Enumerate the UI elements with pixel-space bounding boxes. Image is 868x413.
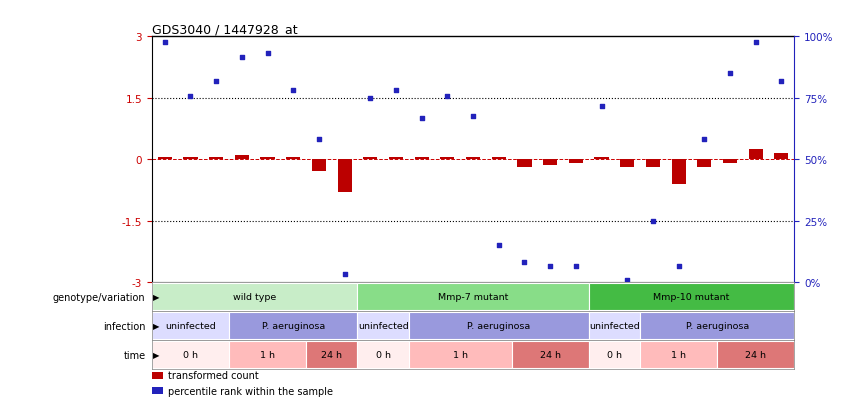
Text: wild type: wild type (233, 292, 276, 301)
Point (697, 136, 711, 142)
Bar (306, 342, 358, 368)
Bar (389, 158, 403, 160)
Text: 0 h: 0 h (607, 350, 621, 359)
Bar (286, 158, 300, 160)
Bar (466, 158, 480, 160)
Bar (409, 342, 511, 368)
Text: 1 h: 1 h (260, 350, 275, 359)
Bar (152, 284, 358, 310)
Point (158, 40, 172, 47)
Bar (589, 284, 794, 310)
Bar (748, 150, 763, 160)
Bar (589, 313, 640, 339)
Bar (569, 160, 583, 164)
Bar (640, 342, 717, 368)
Bar (595, 158, 608, 160)
Bar (209, 158, 223, 160)
Point (517, 259, 531, 265)
Point (183, 93, 197, 100)
Text: uninfected: uninfected (165, 321, 216, 330)
Text: 24 h: 24 h (321, 350, 342, 359)
Point (260, 50, 274, 57)
Point (440, 93, 454, 100)
Point (569, 263, 582, 269)
Bar (620, 160, 635, 168)
Bar (234, 156, 249, 160)
Bar (543, 160, 557, 166)
Text: P. aeruginosa: P. aeruginosa (686, 321, 749, 330)
Bar (260, 158, 274, 160)
Point (646, 218, 660, 224)
Point (543, 263, 557, 269)
Bar (640, 313, 794, 339)
Bar (774, 154, 788, 160)
Bar (491, 158, 506, 160)
Text: infection: infection (103, 321, 146, 331)
Point (621, 277, 635, 284)
Text: genotype/variation: genotype/variation (53, 292, 146, 302)
Text: ▶: ▶ (153, 350, 159, 359)
Bar (152, 372, 163, 379)
Point (235, 54, 249, 61)
Text: 1 h: 1 h (671, 350, 686, 359)
Point (389, 87, 403, 94)
Point (723, 71, 737, 77)
Bar (672, 160, 686, 184)
Text: Mmp-7 mutant: Mmp-7 mutant (437, 292, 509, 301)
Text: 24 h: 24 h (746, 350, 766, 359)
Bar (717, 342, 794, 368)
Bar (511, 342, 589, 368)
Bar (183, 158, 198, 160)
Point (209, 79, 223, 85)
Text: transformed count: transformed count (168, 370, 259, 380)
Bar (152, 313, 229, 339)
Text: Mmp-10 mutant: Mmp-10 mutant (654, 292, 730, 301)
Bar (152, 387, 163, 394)
Bar (152, 342, 229, 368)
Bar (697, 160, 712, 168)
Text: 1 h: 1 h (453, 350, 468, 359)
Point (492, 242, 506, 249)
Bar (358, 284, 589, 310)
Bar (646, 160, 660, 168)
Bar (158, 158, 172, 160)
Bar (358, 342, 409, 368)
Bar (338, 160, 352, 192)
Point (774, 79, 788, 85)
Point (286, 87, 300, 94)
Bar (589, 342, 640, 368)
Text: 0 h: 0 h (376, 350, 391, 359)
Text: percentile rank within the sample: percentile rank within the sample (168, 386, 333, 396)
Bar (723, 160, 737, 164)
Bar (415, 158, 429, 160)
Text: uninfected: uninfected (589, 321, 640, 330)
Bar (409, 313, 589, 339)
Bar (358, 313, 409, 339)
Point (312, 136, 326, 142)
Point (595, 103, 608, 110)
Text: P. aeruginosa: P. aeruginosa (261, 321, 325, 330)
Point (338, 271, 352, 278)
Point (749, 40, 763, 47)
Bar (312, 160, 326, 172)
Bar (363, 158, 378, 160)
Point (364, 95, 378, 102)
Text: 0 h: 0 h (183, 350, 198, 359)
Bar (229, 313, 358, 339)
Text: 24 h: 24 h (540, 350, 561, 359)
Text: time: time (123, 350, 146, 360)
Text: ▶: ▶ (153, 321, 159, 330)
Point (672, 263, 686, 269)
Text: GDS3040 / 1447928_at: GDS3040 / 1447928_at (152, 23, 298, 36)
Bar (517, 160, 531, 168)
Bar (229, 342, 306, 368)
Text: ▶: ▶ (153, 292, 159, 301)
Point (466, 114, 480, 120)
Text: uninfected: uninfected (358, 321, 409, 330)
Text: P. aeruginosa: P. aeruginosa (467, 321, 530, 330)
Point (415, 116, 429, 122)
Bar (440, 158, 455, 160)
